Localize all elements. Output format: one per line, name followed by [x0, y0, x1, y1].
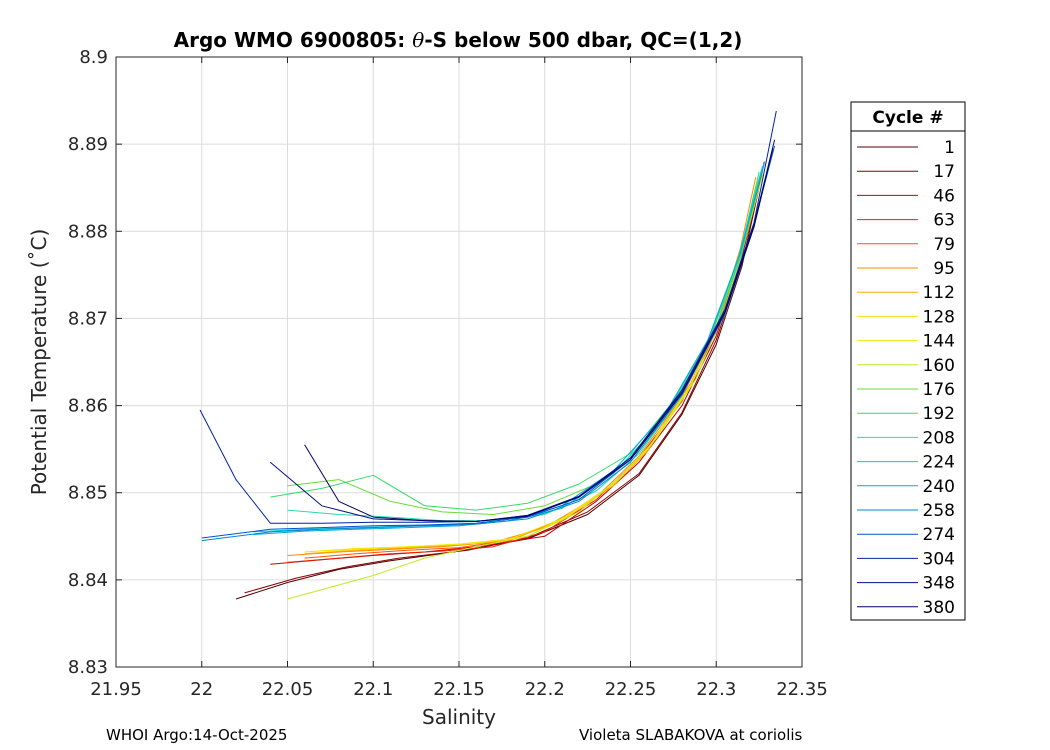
chart-title: Argo WMO 6900805: θ-S below 500 dbar, QC…: [174, 28, 743, 52]
x-tick-label: 22.05: [262, 679, 314, 700]
x-tick-label: 21.95: [90, 679, 142, 700]
x-tick-label: 22.3: [696, 679, 736, 700]
legend-label-cycle-1: 1: [944, 138, 955, 158]
series-line-cycle-304: [199, 110, 777, 524]
footer-credit-right: Violeta SLABAKOVA at coriolis: [579, 726, 803, 744]
legend-label-cycle-348: 348: [923, 574, 955, 594]
legend-label-cycle-95: 95: [933, 259, 955, 279]
series-line-cycle-192: [270, 171, 760, 511]
legend-label-cycle-240: 240: [923, 477, 955, 497]
x-tick-label: 22.1: [353, 679, 393, 700]
x-axis-label: Salinity: [422, 705, 496, 729]
series-line-cycle-380: [304, 148, 774, 522]
y-tick-label: 8.84: [68, 570, 108, 591]
series-line-cycle-160: [287, 174, 764, 600]
legend-label-cycle-258: 258: [923, 501, 955, 521]
series-line-cycle-208: [287, 171, 762, 522]
x-tick-label: 22.2: [525, 679, 565, 700]
y-tick-label: 8.9: [79, 47, 108, 68]
legend-label-cycle-144: 144: [923, 332, 955, 352]
y-tick-label: 8.85: [68, 483, 108, 504]
legend-label-cycle-208: 208: [923, 428, 955, 448]
y-tick-label: 8.83: [68, 657, 108, 678]
chart-title-prefix: Argo WMO 6900805:: [174, 28, 413, 52]
legend-label-cycle-128: 128: [923, 307, 955, 327]
legend-label-cycle-63: 63: [933, 211, 955, 231]
legend-label-cycle-112: 112: [923, 283, 955, 303]
series-lines: [199, 110, 777, 600]
legend-label-cycle-17: 17: [933, 162, 955, 182]
legend-label-cycle-176: 176: [923, 380, 955, 400]
legend-title: Cycle #: [872, 108, 943, 128]
y-tick-label: 8.87: [68, 308, 108, 329]
footer-credit-left: WHOI Argo:14-Oct-2025: [106, 726, 288, 744]
x-tick-label: 22: [190, 679, 213, 700]
legend-label-cycle-224: 224: [923, 453, 955, 473]
y-tick-label: 8.89: [68, 134, 108, 155]
series-line-cycle-224: [253, 165, 764, 533]
y-tick-label: 8.88: [68, 221, 108, 242]
series-line-cycle-1: [235, 187, 760, 600]
legend-label-cycle-192: 192: [923, 404, 955, 424]
series-line-cycle-95: [287, 177, 757, 556]
series-line-cycle-112: [304, 180, 758, 555]
x-axis-ticks: 21.95 22 22.05 22.1 22.15 22.2 22.25 22.3 22.35: [90, 57, 828, 700]
legend-entries: 1 17 46 63 79 95 112 128 144 160 176 192 208 224 240 25…: [857, 138, 955, 618]
legend-label-cycle-46: 46: [933, 186, 955, 206]
legend: Cycle # 1 17 46 63 79 95 112 128 144 160 176 192 208…: [850, 101, 966, 621]
series-line-cycle-176: [287, 174, 762, 515]
y-axis-label: Potential Temperature (˚C): [27, 229, 51, 496]
y-tick-label: 8.86: [68, 396, 108, 417]
series-line-cycle-17: [244, 161, 765, 594]
legend-label-cycle-160: 160: [923, 356, 955, 376]
legend-label-cycle-380: 380: [923, 598, 955, 618]
series-line-cycle-348: [269, 139, 776, 522]
x-tick-label: 22.35: [776, 679, 828, 700]
legend-label-cycle-79: 79: [933, 235, 955, 255]
x-tick-label: 22.15: [433, 679, 485, 700]
x-tick-label: 22.25: [605, 679, 657, 700]
chart-title-suffix: -S below 500 dbar, QC=(1,2): [424, 28, 742, 52]
chart-title-theta: θ: [412, 28, 424, 52]
legend-box: [850, 101, 966, 621]
series-line-cycle-240: [253, 163, 765, 535]
series-line-cycle-63: [287, 174, 762, 563]
legend-label-cycle-304: 304: [923, 549, 955, 569]
legend-label-cycle-274: 274: [923, 525, 955, 545]
y-axis-ticks: 8.83 8.84 8.85 8.86 8.87 8.88 8.89 8.9: [68, 47, 802, 678]
